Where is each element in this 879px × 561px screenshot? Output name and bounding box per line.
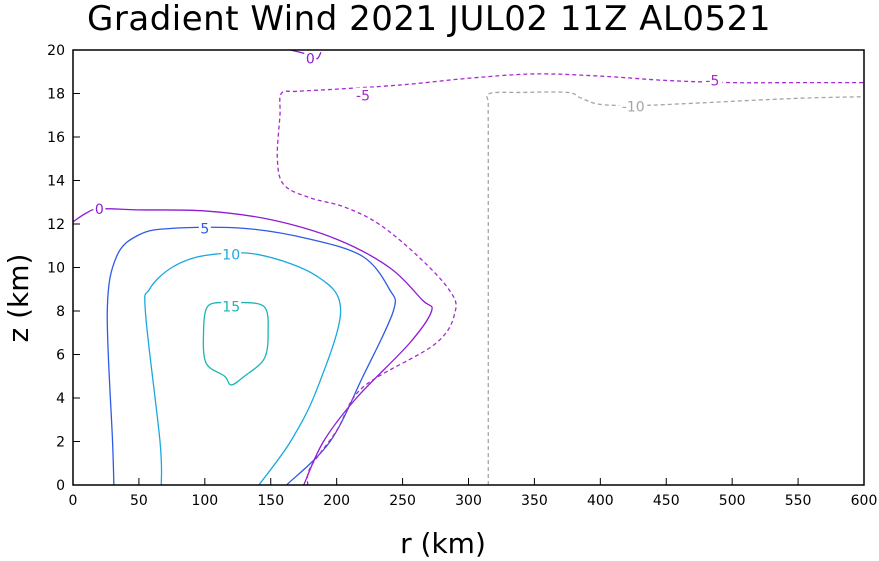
y-axis: 0 2 4 6 8 10 12 14 16 18 20	[47, 43, 80, 494]
contour-label: 0	[95, 202, 104, 218]
y-tick-label: 16	[47, 130, 65, 146]
x-axis-label: r (km)	[400, 527, 486, 560]
contour-label-bg	[221, 298, 242, 314]
y-tick-label: 0	[56, 478, 65, 494]
x-tick-label: 100	[191, 493, 218, 509]
contour-label-layer: 15 10 5 0 -5 -10 0 -5	[93, 50, 723, 316]
contour-label-bg	[93, 200, 106, 216]
contour-line	[202, 301, 269, 386]
y-tick-label: 14	[47, 174, 65, 190]
x-tick-label: 600	[851, 493, 878, 509]
y-axis-label: z (km)	[2, 254, 35, 343]
y-tick-label: 4	[56, 391, 65, 407]
contour-label: 5	[200, 221, 209, 237]
contour-line	[276, 73, 864, 486]
contour-label-bg	[619, 98, 648, 114]
contour-layer	[72, 49, 865, 486]
contour-label: 15	[222, 300, 240, 316]
chart-title: Gradient Wind 2021 JUL02 11Z AL0521	[87, 0, 771, 39]
contour-label-bg	[198, 220, 211, 236]
y-tick-label: 10	[47, 261, 65, 277]
contour-label-bg	[304, 50, 317, 66]
contour-label: -5	[705, 73, 719, 89]
x-tick-label: 0	[69, 493, 78, 509]
contour-line	[106, 226, 397, 486]
contour-label: 0	[306, 52, 315, 68]
x-tick-label: 500	[719, 493, 746, 509]
x-axis: 0 50 100 150 200 250 300 350 400 450 500 550 600	[69, 478, 878, 509]
x-tick-label: 150	[257, 493, 284, 509]
contour-label-bg	[702, 72, 723, 88]
y-tick-label: 18	[47, 87, 65, 103]
y-tick-label: 12	[47, 217, 65, 233]
x-tick-label: 400	[587, 493, 614, 509]
x-tick-label: 350	[521, 493, 548, 509]
contour-line	[144, 252, 342, 486]
x-tick-label: 200	[323, 493, 350, 509]
contour-label: -5	[356, 89, 370, 105]
contour-line	[486, 91, 865, 485]
x-tick-label: 50	[130, 493, 148, 509]
x-tick-label: 550	[785, 493, 812, 509]
plot-frame	[72, 49, 865, 486]
contour-label: 10	[222, 247, 240, 263]
contour-label-bg	[221, 246, 242, 262]
y-tick-label: 6	[56, 348, 65, 364]
contour-label: -10	[622, 100, 645, 116]
y-tick-label: 20	[47, 43, 65, 59]
x-tick-label: 450	[653, 493, 680, 509]
x-tick-label: 300	[455, 493, 482, 509]
y-tick-label: 2	[56, 435, 65, 451]
y-tick-label: 8	[56, 304, 65, 320]
contour-label-bg	[353, 87, 374, 103]
x-tick-label: 250	[389, 493, 416, 509]
